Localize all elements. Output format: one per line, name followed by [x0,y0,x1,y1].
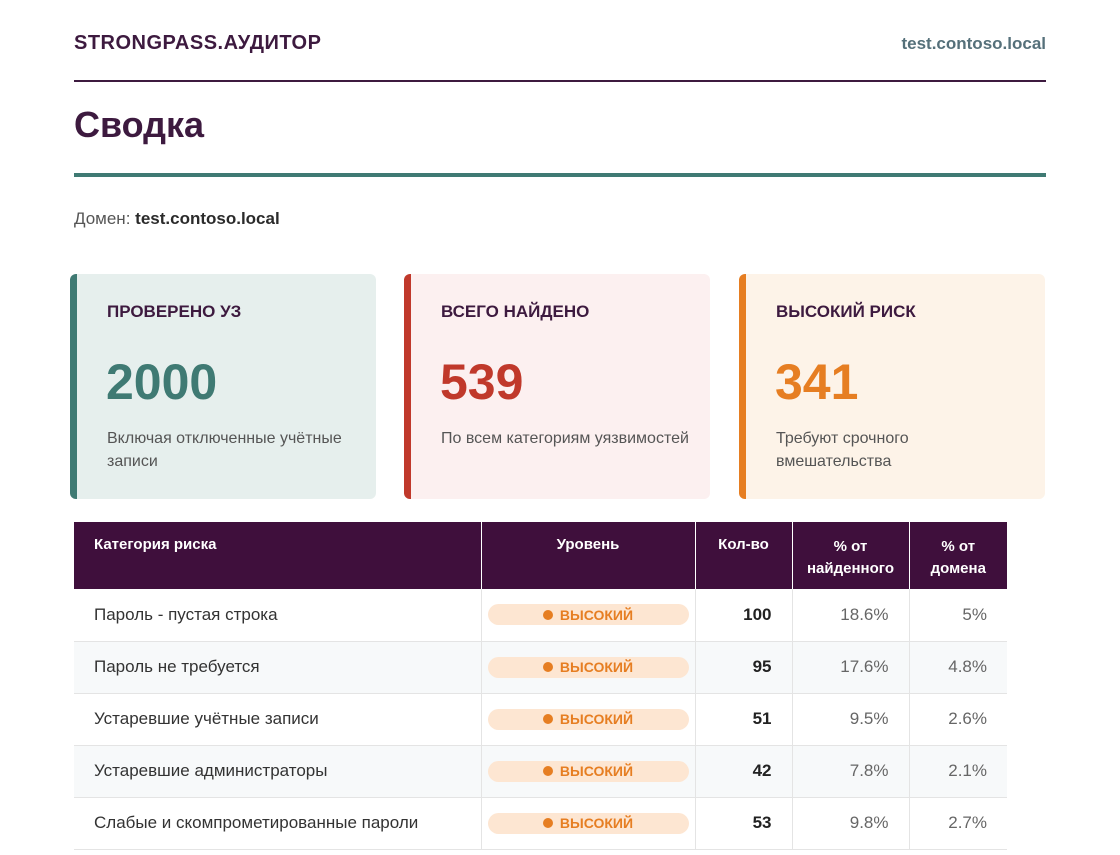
column-header-pct-found: % от найденного [792,522,910,589]
row-pct-found: 9.8% [792,797,910,850]
risk-table: Категория риска Уровень Кол-во % от найд… [74,522,1007,850]
column-header-count: Кол-во [695,522,793,589]
stat-card-high-risk: ВЫСОКИЙ РИСК 341 Требуют срочного вмешат… [739,274,1045,499]
page-title: Сводка [74,104,205,145]
stat-card-note: Требуют срочного вмешательства [776,430,909,470]
row-pct-domain: 4.8% [909,641,1007,694]
status-dot-icon [542,818,553,828]
row-pct-found: 18.6% [792,589,910,642]
row-pct-domain: 2.6% [909,693,1007,746]
row-level: ВЫСОКИЙ [481,797,696,850]
risk-level-badge: ВЫСОКИЙ [487,656,689,678]
row-pct-domain: 2.1% [909,745,1007,798]
risk-level-text: ВЫСОКИЙ [559,815,634,831]
row-level: ВЫСОКИЙ [481,693,696,746]
risk-level-badge: ВЫСОКИЙ [487,604,689,626]
status-dot-icon [542,609,553,620]
row-count: 51 [695,693,793,746]
row-level: ВЫСОКИЙ [481,589,696,642]
stat-card-note: Включая отключенные учётные записи [107,430,342,470]
domain-label: Домен: [74,209,131,228]
status-dot-icon [542,714,553,724]
table-row: Устаревшие администраторы ВЫСОКИЙ 42 7.8… [74,745,1007,798]
stat-card-value: 341 [775,354,859,410]
top-header: STRONGPASS.АУДИТОР test.contoso.local [74,30,1046,82]
risk-level-text: ВЫСОКИЙ [559,606,634,623]
risk-level-text: ВЫСОКИЙ [559,711,634,727]
risk-level-badge: ВЫСОКИЙ [487,760,689,782]
table-row: Устаревшие учётные записи ВЫСОКИЙ 51 9.5… [74,693,1007,746]
row-category: Пароль не требуется [74,641,482,694]
row-level: ВЫСОКИЙ [481,641,696,694]
title-divider [74,173,1046,177]
row-pct-found: 17.6% [792,641,910,694]
row-category: Слабые и скомпрометированные пароли [74,797,482,850]
table-row: Пароль не требуется ВЫСОКИЙ 95 17.6% 4.8… [74,641,1007,694]
status-dot-icon [542,766,553,776]
table-row: Слабые и скомпрометированные пароли ВЫСО… [74,797,1007,850]
row-pct-found: 7.8% [792,745,910,798]
domain-line: Домен: test.contoso.local [74,209,280,229]
risk-level-badge: ВЫСОКИЙ [487,708,689,730]
table-header-row: Категория риска Уровень Кол-во % от найд… [74,522,1007,589]
row-category: Пароль - пустая строка [74,589,482,642]
risk-level-badge: ВЫСОКИЙ [487,812,689,834]
row-count: 95 [695,641,793,694]
row-category: Устаревшие учётные записи [74,693,482,746]
brand-logo: STRONGPASS.АУДИТОР [74,32,322,54]
row-pct-found: 9.5% [792,693,910,746]
row-pct-domain: 5% [909,589,1007,642]
stat-card-found: ВСЕГО НАЙДЕНО 539 По всем категориям уяз… [404,274,710,499]
stat-card-label: ПРОВЕРЕНО УЗ [107,302,242,321]
row-count: 100 [695,589,793,642]
row-category: Устаревшие администраторы [74,745,482,798]
row-level: ВЫСОКИЙ [481,745,696,798]
column-header-level: Уровень [481,522,696,589]
stat-card-label: ВСЕГО НАЙДЕНО [441,302,590,321]
status-dot-icon [542,662,553,672]
risk-level-text: ВЫСОКИЙ [559,659,634,675]
row-count: 53 [695,797,793,850]
stat-card-label: ВЫСОКИЙ РИСК [776,302,916,321]
column-header-category: Категория риска [74,522,482,589]
risk-level-text: ВЫСОКИЙ [559,763,634,779]
stat-card-value: 539 [440,354,524,410]
stat-card-value: 2000 [106,354,218,410]
host-name: test.contoso.local [901,34,1046,53]
stat-card-note: По всем категориям уязвимостей [441,430,689,447]
stat-card-checked: ПРОВЕРЕНО УЗ 2000 Включая отключенные уч… [70,274,376,499]
domain-value: test.contoso.local [135,209,280,228]
column-header-pct-domain: % от домена [909,522,1007,589]
row-pct-domain: 2.7% [909,797,1007,850]
table-row: Пароль - пустая строка ВЫСОКИЙ 100 18.6%… [74,589,1007,642]
row-count: 42 [695,745,793,798]
